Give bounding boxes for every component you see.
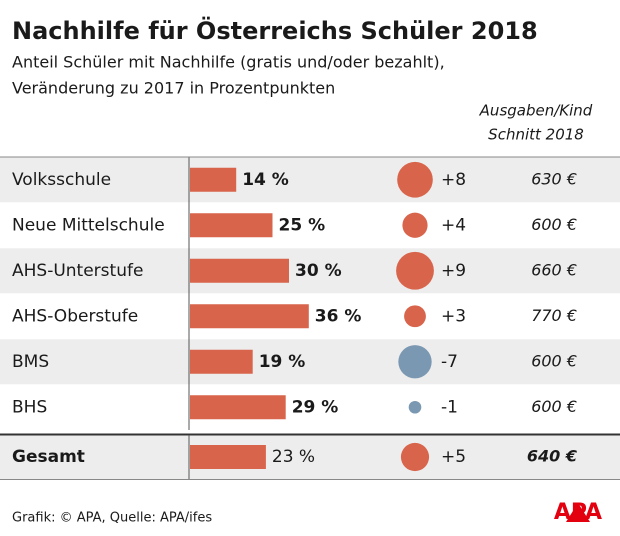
column-header: Schnitt 2018: [488, 126, 584, 144]
spending-label: 600 €: [531, 351, 577, 370]
bar: [190, 304, 309, 329]
subtitle: Anteil Schüler mit Nachhilfe (gratis und…: [12, 53, 445, 72]
source: Grafik: © APA, Quelle: APA/ifes: [12, 511, 212, 526]
change-circle: [397, 161, 433, 198]
change-circle: [402, 212, 428, 238]
bar: [190, 167, 237, 192]
spending-label: 630 €: [531, 169, 577, 188]
change-circle: [396, 251, 434, 290]
rows: Volksschule 14 % +8 630 € Neue Mittelschule 2…: [0, 156, 620, 480]
change-label: +3: [441, 306, 466, 326]
change-circle: [398, 345, 432, 379]
value-label: 14 %: [242, 170, 289, 190]
bar: [190, 395, 286, 420]
category-label: AHS-Oberstufe: [12, 306, 138, 326]
spending-label: 600 €: [531, 397, 577, 416]
value-label: 23 %: [272, 447, 315, 467]
category-label: Volksschule: [12, 170, 111, 190]
spending-label: 660 €: [531, 260, 577, 279]
category-label: Gesamt: [12, 447, 85, 467]
change-circle: [404, 305, 426, 328]
change-circle: [408, 400, 422, 414]
row-band: [0, 248, 620, 294]
bar: [190, 445, 266, 469]
change-label: +9: [441, 261, 466, 281]
spending-label: 770 €: [531, 306, 577, 325]
value-label: 19 %: [259, 352, 306, 372]
value-label: 36 %: [315, 306, 362, 326]
value-label: 25 %: [279, 215, 326, 235]
change-label: +4: [441, 215, 466, 235]
spending-label: 600 €: [531, 215, 577, 234]
bar: [190, 349, 253, 374]
row-band: [0, 434, 620, 480]
category-label: BHS: [12, 397, 47, 417]
row-band: [0, 339, 620, 385]
change-label: +5: [441, 447, 466, 467]
bar: [190, 213, 273, 238]
change-label: -7: [441, 352, 458, 372]
value-label: 29 %: [292, 397, 339, 417]
chart-title: Nachhilfe für Österreichs Schüler 2018: [12, 15, 538, 45]
change-circle: [400, 442, 430, 472]
category-label: AHS-Unterstufe: [12, 261, 143, 281]
bar: [190, 258, 289, 283]
column-header: Ausgaben/Kind: [479, 102, 593, 120]
change-label: -1: [441, 397, 458, 417]
category-label: BMS: [12, 352, 49, 372]
logo-mark: [566, 503, 590, 522]
category-label: Neue Mittelschule: [12, 215, 165, 235]
subtitle: Veränderung zu 2017 in Prozentpunkten: [12, 79, 335, 98]
logo: APA: [554, 500, 602, 525]
spending-label: 640 €: [527, 447, 577, 466]
row-band: [0, 157, 620, 203]
value-label: 30 %: [295, 261, 342, 281]
change-label: +8: [441, 170, 466, 190]
